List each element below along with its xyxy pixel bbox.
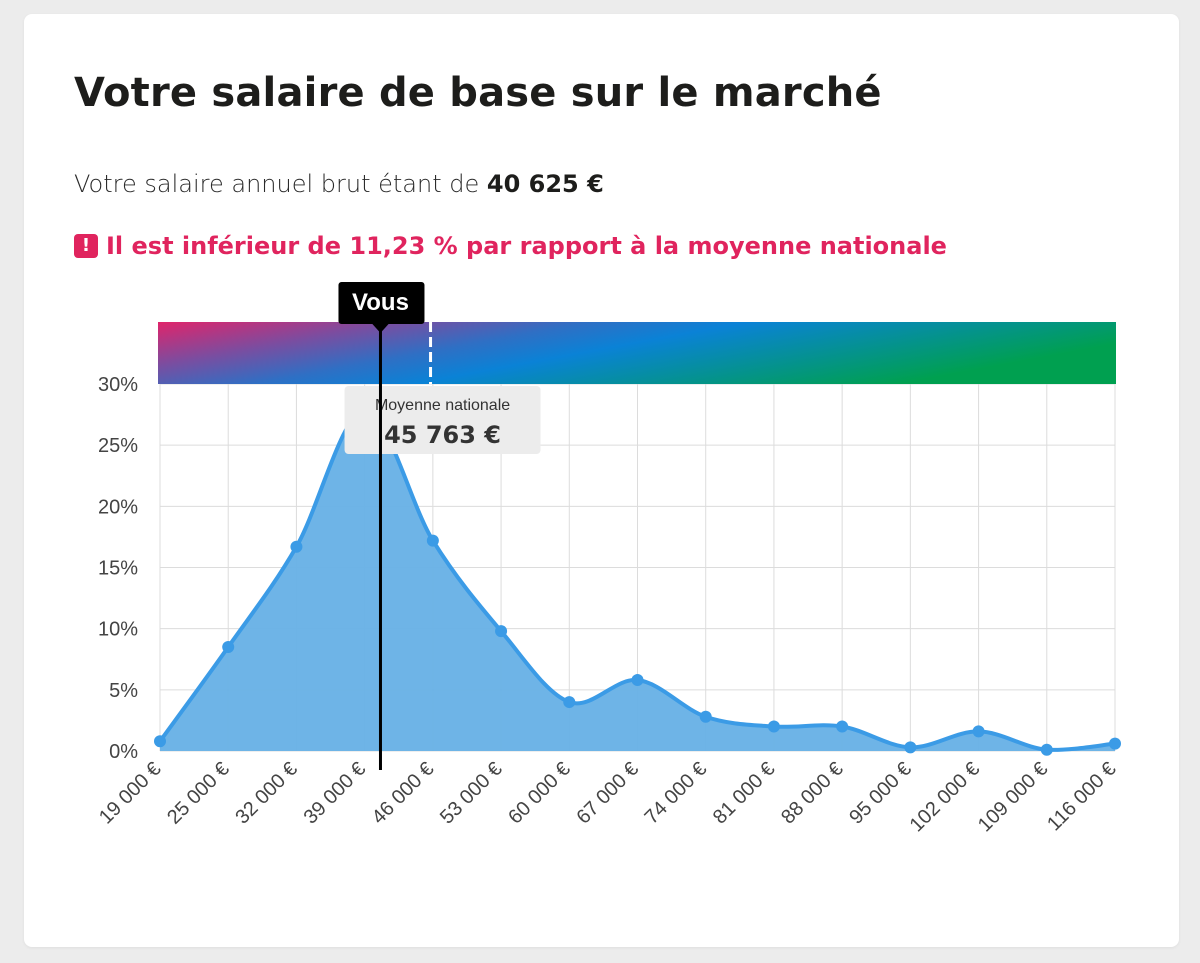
data-point <box>699 710 712 723</box>
x-tick-label: 60 000 € <box>504 758 575 829</box>
series-points <box>154 404 1121 756</box>
y-tick-label: 5% <box>109 680 138 702</box>
x-tick-label: 95 000 € <box>845 758 916 829</box>
y-tick-label: 0% <box>109 741 138 763</box>
salary-gradient-bar <box>158 322 1116 384</box>
salary-card <box>24 14 1179 947</box>
alert-icon: ! <box>74 234 98 258</box>
tooltip-label: Moyenne nationale <box>375 397 510 414</box>
x-axis: 19 000 €25 000 €32 000 €39 000 €46 000 €… <box>95 758 1121 836</box>
data-point <box>563 696 576 709</box>
your-salary-marker: Vous <box>338 282 425 770</box>
y-tick-label: 20% <box>98 496 138 518</box>
x-tick-label: 46 000 € <box>368 758 439 829</box>
comparison-alert: ! Il est inférieur de 11,23 % par rappor… <box>74 232 947 260</box>
your-salary-badge <box>338 282 425 324</box>
salary-value: 40 625 € <box>486 170 604 198</box>
alert-text: Il est inférieur de 11,23 % par rapport … <box>106 232 947 260</box>
x-tick-label: 116 000 € <box>1043 758 1120 835</box>
page-title: Votre salaire de base sur le marché <box>74 70 882 116</box>
tooltip-box <box>344 386 541 454</box>
tooltip-value: 45 763 € <box>384 421 501 449</box>
data-point <box>836 720 849 733</box>
series-line <box>158 408 1116 752</box>
data-point <box>767 720 780 733</box>
x-tick-label: 109 000 € <box>974 758 1052 836</box>
x-tick-label: 88 000 € <box>777 758 848 829</box>
y-tick-label: 25% <box>98 435 138 457</box>
data-point <box>1109 737 1121 750</box>
x-tick-label: 53 000 € <box>436 758 507 829</box>
y-tick-label: 30% <box>98 374 138 396</box>
x-tick-label: 102 000 € <box>906 758 984 836</box>
national-average-tooltip: Moyenne nationale 45 763 € <box>344 386 541 454</box>
y-axis: 0% 5% 10% 15% 20% 25% 30% <box>98 374 138 763</box>
data-point <box>495 625 508 638</box>
badge-pointer <box>371 323 390 333</box>
salary-sentence: Votre salaire annuel brut étant de 40 62… <box>74 170 604 198</box>
data-point <box>1040 743 1053 756</box>
data-point <box>222 641 235 654</box>
data-point <box>904 741 917 754</box>
x-tick-label: 32 000 € <box>231 758 302 829</box>
your-salary-label: Vous <box>352 289 409 316</box>
series-area <box>160 410 1115 751</box>
data-point <box>154 735 166 748</box>
data-point <box>972 725 985 738</box>
data-point <box>290 540 303 553</box>
x-tick-label: 25 000 € <box>163 758 234 829</box>
x-tick-label: 74 000 € <box>641 758 712 829</box>
salary-prefix: Votre salaire annuel brut étant de <box>74 170 487 198</box>
y-tick-label: 15% <box>98 558 138 580</box>
x-tick-label: 39 000 € <box>300 758 371 829</box>
x-tick-label: 19 000 € <box>95 758 166 829</box>
y-tick-label: 10% <box>98 619 138 641</box>
x-tick-label: 67 000 € <box>572 758 643 829</box>
x-tick-label: 81 000 € <box>709 758 780 829</box>
data-point <box>426 534 439 547</box>
data-point <box>631 674 644 687</box>
